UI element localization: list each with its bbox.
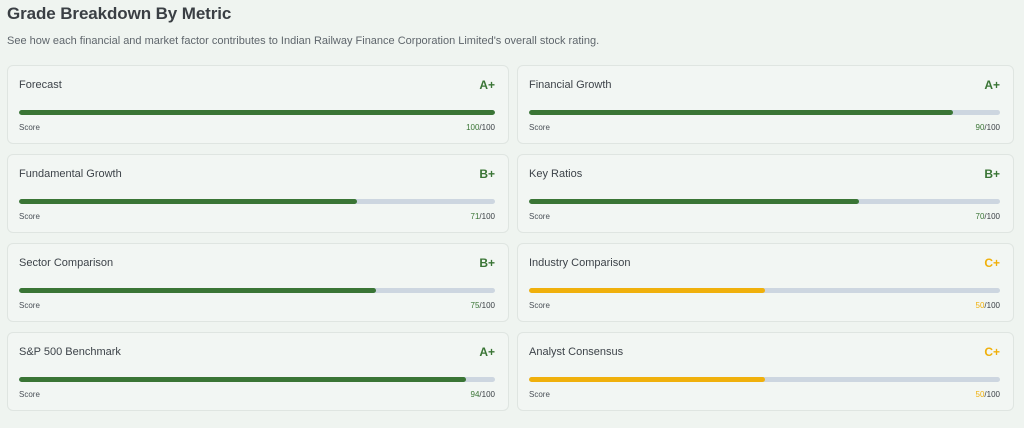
metric-card-industry-comparison: Industry Comparison C+ Score 50/100: [517, 243, 1014, 322]
metric-grade: C+: [984, 345, 1000, 359]
score-value: 75/100: [471, 301, 495, 310]
score-bar-fill: [529, 377, 765, 382]
score-bar-fill: [19, 199, 357, 204]
score-bar-fill: [529, 110, 953, 115]
score-value: 94/100: [471, 390, 495, 399]
score-number: 75: [470, 301, 480, 310]
metric-card-sp500-benchmark: S&P 500 Benchmark A+ Score 94/100: [7, 332, 509, 411]
metric-grade: B+: [479, 167, 495, 181]
score-max: /100: [984, 123, 1000, 132]
score-number: 100: [466, 123, 480, 132]
score-label: Score: [19, 212, 40, 221]
metric-card-fundamental-growth: Fundamental Growth B+ Score 71/100: [7, 154, 509, 233]
metric-name: Sector Comparison: [19, 257, 114, 269]
score-bar-fill: [19, 288, 376, 293]
score-number: 71: [470, 212, 480, 221]
metric-name: Industry Comparison: [529, 257, 631, 269]
score-number: 94: [470, 390, 480, 399]
score-label: Score: [529, 212, 550, 221]
metric-grade: A+: [984, 78, 1000, 92]
score-bar-track: [19, 288, 495, 293]
metric-card-forecast: Forecast A+ Score 100/100: [7, 65, 509, 144]
score-value: 70/100: [976, 212, 1000, 221]
metric-card-sector-comparison: Sector Comparison B+ Score 75/100: [7, 243, 509, 322]
score-label: Score: [19, 123, 40, 132]
score-max: /100: [479, 301, 495, 310]
score-label: Score: [529, 123, 550, 132]
score-bar-track: [529, 288, 1000, 293]
score-number: 50: [975, 390, 985, 399]
metric-name: Key Ratios: [529, 168, 583, 180]
score-max: /100: [479, 390, 495, 399]
metric-name: Forecast: [19, 79, 62, 91]
metric-card-key-ratios: Key Ratios B+ Score 70/100: [517, 154, 1014, 233]
score-bar-track: [529, 199, 1000, 204]
metric-grade: A+: [479, 345, 495, 359]
metric-card-financial-growth: Financial Growth A+ Score 90/100: [517, 65, 1014, 144]
score-max: /100: [479, 123, 495, 132]
score-bar-fill: [529, 288, 765, 293]
score-bar-fill: [19, 110, 495, 115]
metric-grade: C+: [984, 256, 1000, 270]
score-max: /100: [984, 301, 1000, 310]
metric-name: Fundamental Growth: [19, 168, 122, 180]
score-max: /100: [984, 212, 1000, 221]
score-value: 90/100: [976, 123, 1000, 132]
score-bar-track: [19, 199, 495, 204]
score-label: Score: [19, 390, 40, 399]
score-max: /100: [984, 390, 1000, 399]
score-label: Score: [19, 301, 40, 310]
score-value: 100/100: [466, 123, 495, 132]
metric-name: Analyst Consensus: [529, 346, 624, 358]
score-bar-track: [19, 377, 495, 382]
section-title: Grade Breakdown By Metric: [7, 4, 232, 23]
score-bar-track: [529, 377, 1000, 382]
metric-name: S&P 500 Benchmark: [19, 346, 121, 358]
score-label: Score: [529, 301, 550, 310]
score-bar-fill: [19, 377, 467, 382]
score-label: Score: [529, 390, 550, 399]
score-bar-fill: [529, 199, 859, 204]
score-max: /100: [479, 212, 495, 221]
score-number: 70: [975, 212, 985, 221]
metric-name: Financial Growth: [529, 79, 612, 91]
score-value: 50/100: [976, 390, 1000, 399]
score-number: 50: [975, 301, 985, 310]
metric-grade: B+: [984, 167, 1000, 181]
score-bar-track: [19, 110, 495, 115]
score-number: 90: [975, 123, 985, 132]
score-value: 71/100: [471, 212, 495, 221]
metric-card-analyst-consensus: Analyst Consensus C+ Score 50/100: [517, 332, 1014, 411]
metrics-grid: Forecast A+ Score 100/100 Financial Grow…: [7, 65, 1014, 411]
metric-grade: B+: [479, 256, 495, 270]
score-bar-track: [529, 110, 1000, 115]
score-value: 50/100: [976, 301, 1000, 310]
metric-grade: A+: [479, 78, 495, 92]
section-subtitle: See how each financial and market factor…: [7, 35, 600, 47]
